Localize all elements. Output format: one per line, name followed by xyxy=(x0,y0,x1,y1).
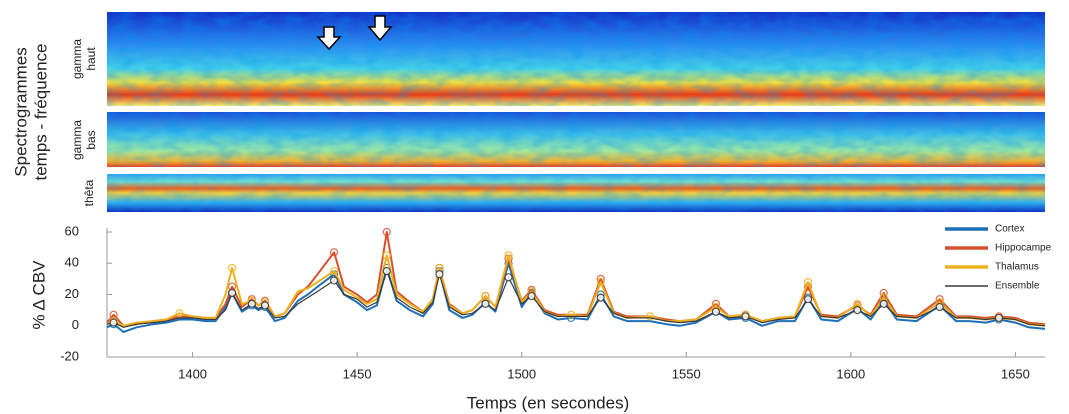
legend-label: Hippocampe xyxy=(995,243,1052,254)
y-tick-label: 0 xyxy=(72,317,79,332)
peak-marker xyxy=(109,318,118,327)
peak-marker xyxy=(596,293,605,302)
peak-marker xyxy=(227,263,237,273)
x-tick-label: 1550 xyxy=(672,366,701,381)
band-label: haut xyxy=(84,47,98,71)
band-label: gamma xyxy=(70,39,84,79)
legend-label: Thalamus xyxy=(995,262,1039,273)
spectro-title: temps - fréquence xyxy=(31,43,50,180)
spectrogram-texture xyxy=(107,12,1045,106)
spectrogram-texture xyxy=(107,112,1045,167)
peak-marker xyxy=(247,299,256,308)
peak-marker xyxy=(260,301,270,310)
x-tick-label: 1400 xyxy=(178,366,207,381)
band-label: gamma xyxy=(70,120,84,160)
peak-marker xyxy=(711,307,720,316)
x-tick-label: 1450 xyxy=(343,366,372,381)
arrow xyxy=(367,15,393,42)
peak-marker xyxy=(935,302,944,312)
spectro-title: Spectrogrammes xyxy=(11,47,30,176)
peak-marker xyxy=(596,277,605,287)
peak-marker xyxy=(853,306,862,315)
y-axis-label: % Δ CBV xyxy=(29,260,48,330)
arrow xyxy=(316,26,342,51)
peak-marker xyxy=(803,277,813,287)
y-tick-label: 20 xyxy=(65,286,79,301)
peak-marker xyxy=(435,270,444,279)
x-axis-label: Temps (en secondes) xyxy=(467,393,630,412)
peak-marker xyxy=(382,266,391,276)
peak-marker xyxy=(645,312,655,321)
peak-marker xyxy=(879,299,888,308)
peak-marker xyxy=(175,309,184,318)
band-label: thêta xyxy=(82,179,96,206)
peak-marker xyxy=(109,310,118,319)
peak-marker xyxy=(504,273,513,282)
x-tick-label: 1650 xyxy=(1001,366,1030,381)
spectrograms: Spectrogrammes temps - fréquence gamma h… xyxy=(11,12,1045,212)
peak-marker xyxy=(527,291,536,301)
peak-marker xyxy=(879,288,888,298)
peak-marker xyxy=(741,312,750,321)
peak-marker xyxy=(329,248,339,257)
x-tick-label: 1600 xyxy=(836,366,865,381)
band-label: bas xyxy=(84,130,98,149)
peak-marker xyxy=(329,276,339,285)
spectrogram-texture xyxy=(107,174,1045,212)
series-line xyxy=(106,262,1046,333)
series-line xyxy=(106,231,1046,327)
peak-marker xyxy=(504,251,513,260)
peak-marker xyxy=(227,288,237,298)
y-tick-label: 60 xyxy=(65,223,79,238)
series-line xyxy=(106,254,1046,327)
peak-marker xyxy=(329,266,339,276)
y-tick-label: -20 xyxy=(60,348,79,363)
legend-label: Ensemble xyxy=(995,281,1040,292)
peak-marker xyxy=(382,227,391,237)
peak-marker xyxy=(994,313,1004,323)
peak-marker xyxy=(481,291,490,301)
peak-marker xyxy=(481,299,490,308)
peak-marker xyxy=(566,310,576,319)
peak-marker xyxy=(803,295,813,304)
y-tick-label: 40 xyxy=(65,255,79,270)
legend-label: Cortex xyxy=(995,224,1024,235)
x-tick-label: 1500 xyxy=(507,366,536,381)
peak-marker xyxy=(382,251,391,260)
